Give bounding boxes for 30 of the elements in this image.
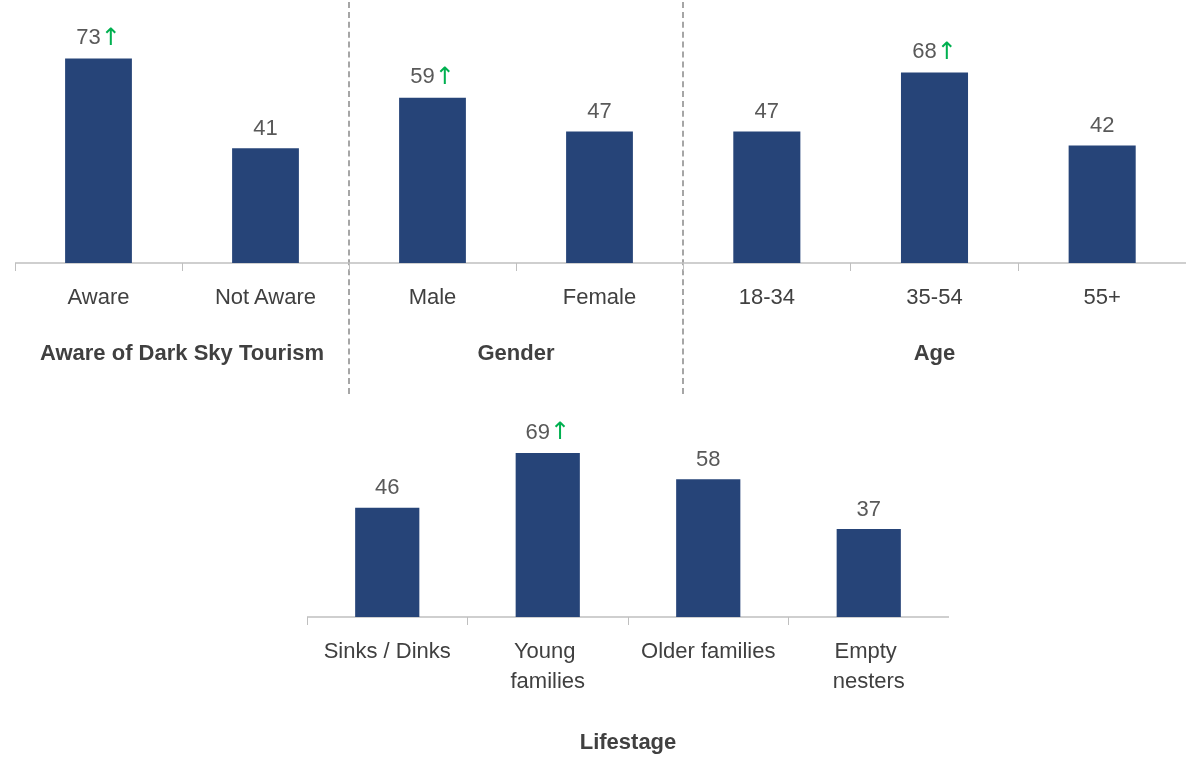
x-tick-label: 35-54: [906, 283, 963, 309]
x-tick-label: Empty nesters: [832, 637, 905, 693]
data-label: 42: [1089, 111, 1115, 137]
bar: [836, 529, 901, 617]
x-tick-label: Female: [562, 283, 637, 309]
x-tick-label: Young families: [510, 637, 586, 693]
bar: [515, 453, 580, 617]
x-tick-label: Older families: [641, 637, 776, 663]
data-label: 37: [856, 495, 881, 521]
data-label: 59↑: [410, 61, 455, 90]
data-label: 46: [375, 474, 400, 500]
bar: [676, 479, 741, 617]
data-label: 68↑: [912, 36, 957, 65]
data-label: 69↑: [525, 417, 571, 446]
x-axis-title: Gender: [477, 340, 555, 365]
x-tick-label: 55+: [1083, 283, 1121, 309]
x-tick-label: 18-34: [738, 283, 795, 309]
x-tick-label: Aware: [67, 283, 130, 309]
x-axis-title: Aware of Dark Sky Tourism: [39, 340, 325, 365]
x-tick-label: Male: [408, 283, 457, 309]
data-label: 58: [696, 445, 721, 471]
x-tick-label: Not Aware: [214, 283, 317, 309]
data-label: 47: [587, 97, 612, 123]
x-tick-label: Sinks / Dinks: [323, 637, 451, 663]
data-label: 47: [754, 97, 780, 123]
x-axis-title: Lifestage: [579, 729, 677, 754]
x-axis-title: Age: [913, 340, 956, 365]
data-label: 41: [253, 114, 278, 140]
bar: [355, 507, 420, 617]
data-label: 73↑: [76, 22, 121, 51]
